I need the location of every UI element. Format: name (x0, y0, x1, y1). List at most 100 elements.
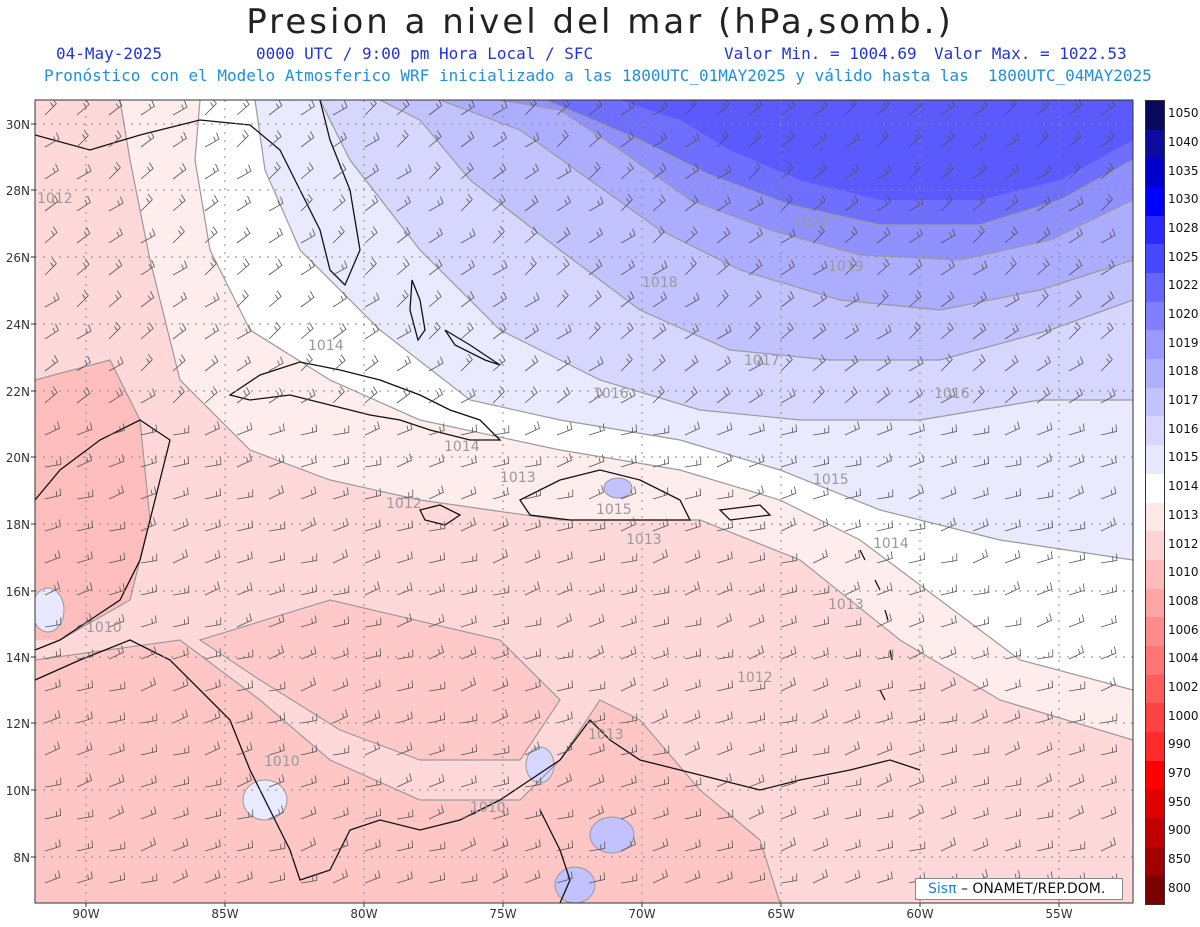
wind-barb (140, 486, 157, 500)
wind-barb (1068, 485, 1084, 500)
wind-barb (172, 425, 190, 436)
wind-barb (812, 616, 830, 628)
wind-barb (108, 100, 123, 116)
lat-label: 20N (6, 451, 30, 465)
wind-barb (748, 712, 766, 724)
wind-barb (940, 713, 958, 724)
wind-barb (268, 645, 284, 660)
wind-barb (556, 164, 572, 180)
wind-barb (44, 195, 59, 212)
wind-barb (780, 388, 796, 404)
wind-barb (908, 130, 922, 148)
wind-barb (652, 260, 668, 276)
wind-barb (300, 713, 318, 724)
wind-barb (524, 457, 542, 468)
lon-label: 85W (211, 907, 238, 921)
wind-barb (556, 773, 572, 788)
colorbar-level-label: 1000 (1168, 708, 1199, 723)
wind-barb (236, 809, 254, 820)
wind-barb (300, 486, 317, 500)
wind-barb (684, 777, 702, 788)
wind-barb (780, 837, 796, 852)
wind-barb (76, 100, 90, 116)
wind-barb (460, 291, 475, 308)
wind-barb (1100, 131, 1115, 148)
wind-barb (684, 163, 699, 180)
wind-barb (844, 808, 862, 820)
wind-barb (236, 613, 252, 628)
wind-barb (460, 806, 477, 820)
wind-barb (364, 710, 381, 724)
wind-barb (588, 321, 601, 340)
colorbar-cell (1146, 244, 1164, 274)
wind-barb (1004, 519, 1021, 532)
wind-barb (1100, 713, 1118, 724)
wind-barb (780, 424, 798, 436)
wind-barb (140, 388, 156, 404)
wind-barb (428, 712, 446, 724)
wind-barb (876, 840, 894, 852)
wind-barb (524, 617, 542, 628)
wind-barb (428, 321, 441, 340)
wind-barb (748, 743, 765, 756)
wind-barb (1068, 583, 1085, 596)
wind-barb (876, 773, 892, 788)
wind-barb (108, 387, 123, 404)
wind-barb (236, 258, 250, 276)
wind-barb (524, 519, 541, 532)
wind-barb (748, 321, 761, 340)
wind-barb (1068, 259, 1083, 276)
wind-barb (1036, 649, 1054, 660)
wind-barb (716, 227, 731, 244)
wind-barb (876, 227, 891, 244)
wind-barb (1068, 227, 1083, 244)
wind-barb (716, 387, 731, 404)
wind-barb (268, 841, 286, 852)
wind-barb (524, 226, 538, 244)
wind-barb (844, 488, 862, 500)
wind-barb (108, 872, 126, 884)
colorbar-cell (1146, 875, 1164, 905)
wind-barb (1100, 615, 1117, 628)
wind-barb (684, 679, 701, 692)
wind-barb (364, 421, 380, 436)
wind-barb (652, 323, 667, 340)
wind-barb (76, 195, 91, 212)
lon-label: 70W (628, 907, 655, 921)
wind-barb (620, 100, 635, 116)
wind-barb (364, 550, 381, 564)
colorbar-cell (1146, 760, 1164, 790)
wind-barb (396, 551, 413, 564)
wind-barb (780, 100, 795, 116)
wind-barb (332, 225, 345, 244)
wind-barb (332, 425, 350, 436)
colorbar-cell (1146, 817, 1164, 848)
wind-barb (748, 227, 763, 244)
wind-barb (236, 551, 253, 564)
wind-barb (140, 744, 158, 756)
lat-label: 22N (6, 385, 30, 399)
lat-label: 18N (6, 518, 30, 532)
wind-barb (972, 163, 987, 180)
wind-barb (492, 487, 509, 500)
wind-barb (460, 259, 475, 276)
colorbar-cell (1146, 158, 1164, 188)
wind-barb (140, 100, 155, 116)
wind-barb (716, 520, 734, 532)
wind-barb (620, 455, 637, 468)
wind-barb (204, 323, 219, 340)
wind-barb (588, 872, 606, 884)
wind-barb (620, 775, 637, 788)
wind-barb (652, 776, 670, 788)
wind-barb (428, 259, 443, 276)
wind-barb (908, 290, 922, 308)
colorbar-level-label: 1002 (1168, 679, 1199, 694)
contour-label: 1015 (813, 472, 849, 488)
colorbar-cell (1146, 301, 1164, 331)
wind-barb (812, 425, 830, 436)
wind-barb (684, 292, 700, 308)
wind-barb (1068, 841, 1086, 852)
colorbar-cell (1146, 273, 1164, 303)
wind-barb (620, 806, 637, 820)
contour-label: 1012 (386, 496, 422, 512)
